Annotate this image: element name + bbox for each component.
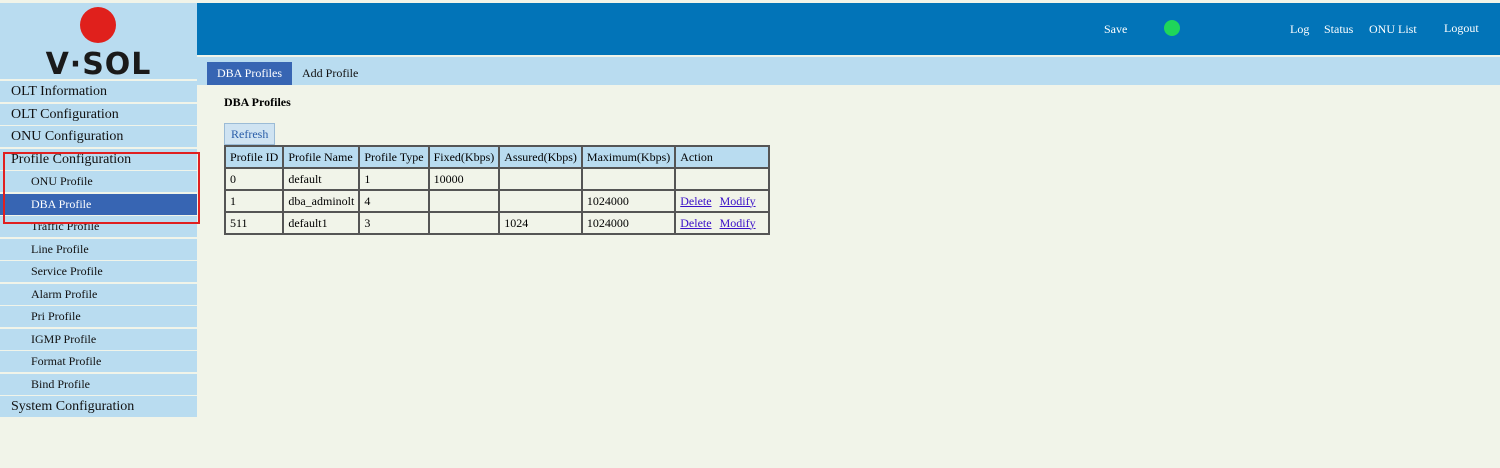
- menu-item[interactable]: Format Profile: [0, 351, 197, 372]
- nav-link[interactable]: Log: [1290, 22, 1310, 36]
- menu-item[interactable]: Alarm Profile: [0, 283, 197, 305]
- column-header: Profile ID: [223, 145, 285, 169]
- menu-item[interactable]: OLT Configuration: [0, 103, 197, 125]
- table-cell: 1024: [498, 211, 583, 235]
- menu-item[interactable]: ONU Configuration: [0, 126, 197, 147]
- column-header: Action: [674, 145, 770, 169]
- nav-link[interactable]: Logout: [1444, 21, 1479, 35]
- table-cell: [427, 189, 501, 213]
- table-cell: 1024000: [580, 189, 677, 213]
- table-cell: 4: [358, 189, 430, 213]
- column-header: Assured(Kbps): [498, 145, 583, 169]
- table-row: 0 default 1 10000: [223, 167, 770, 191]
- table-cell: default: [282, 167, 361, 191]
- action-link[interactable]: Modify: [719, 193, 756, 208]
- refresh-button[interactable]: Refresh: [224, 123, 276, 145]
- sidebar: OLT Information OLT Configuration ONU Conf…: [0, 81, 197, 419]
- logo-icon: [80, 7, 116, 43]
- table-cell: [498, 189, 583, 213]
- tab[interactable]: Add Profile: [302, 66, 359, 80]
- highlight-box: [3, 152, 200, 224]
- table-cell: default1: [282, 211, 361, 235]
- table-cell: 3: [358, 211, 430, 235]
- menu-item[interactable]: DBA Profile: [0, 193, 197, 215]
- nav-link[interactable]: Status: [1324, 22, 1354, 36]
- action-link[interactable]: Delete: [680, 215, 712, 230]
- tab[interactable]: DBA Profiles: [207, 62, 293, 85]
- save-link[interactable]: Save: [1104, 22, 1128, 36]
- column-header: Profile Name: [282, 145, 361, 169]
- nav-link[interactable]: ONU List: [1369, 22, 1417, 36]
- menu-item[interactable]: IGMP Profile: [0, 328, 197, 350]
- menu-item[interactable]: OLT Information: [0, 81, 197, 102]
- menu-item[interactable]: Service Profile: [0, 261, 197, 282]
- column-header: Maximum(Kbps): [580, 145, 677, 169]
- table-cell: [580, 167, 677, 191]
- table-cell: [427, 211, 501, 235]
- logo: V·SOL: [0, 3, 197, 82]
- table-cell: 1: [358, 167, 430, 191]
- menu-item[interactable]: System Configuration: [0, 396, 197, 417]
- action-cell: Delete Modify: [674, 211, 770, 235]
- logo-text: V·SOL: [45, 47, 152, 82]
- menu-item[interactable]: ONU Profile: [0, 171, 197, 192]
- table-cell: 1024000: [580, 211, 677, 235]
- status-indicator: [1164, 20, 1180, 36]
- table-row: 511 default1 3 1024 1024000 Delete Modify: [223, 211, 770, 235]
- table-cell: 1: [223, 189, 285, 213]
- section-title: DBA Profiles: [224, 95, 291, 109]
- header-row: Profile ID Profile Name Profile Type Fixed(…: [223, 145, 770, 169]
- column-header: Fixed(Kbps): [427, 145, 501, 169]
- table-cell: 0: [223, 167, 285, 191]
- table-cell: 10000: [427, 167, 501, 191]
- table-row: 1 dba_adminolt 4 1024000 Delete Modify: [223, 189, 770, 213]
- menu-item[interactable]: Bind Profile: [0, 373, 197, 395]
- action-cell: Delete Modify: [674, 189, 770, 213]
- tab-bar: DBA Profiles Add Profile: [197, 57, 1500, 85]
- action-link[interactable]: Modify: [719, 215, 756, 230]
- table-cell: dba_adminolt: [282, 189, 361, 213]
- menu-item[interactable]: Pri Profile: [0, 306, 197, 327]
- table-cell: [498, 167, 583, 191]
- table-cell: 511: [223, 211, 285, 235]
- action-link[interactable]: Delete: [680, 193, 712, 208]
- menu-item[interactable]: Line Profile: [0, 238, 197, 260]
- top-bar: Save Log Status ONU List Logout: [197, 3, 1500, 55]
- profiles-table: Profile ID Profile Name Profile Type Fixed(…: [223, 145, 770, 235]
- column-header: Profile Type: [358, 145, 430, 169]
- table-cell: [674, 167, 770, 191]
